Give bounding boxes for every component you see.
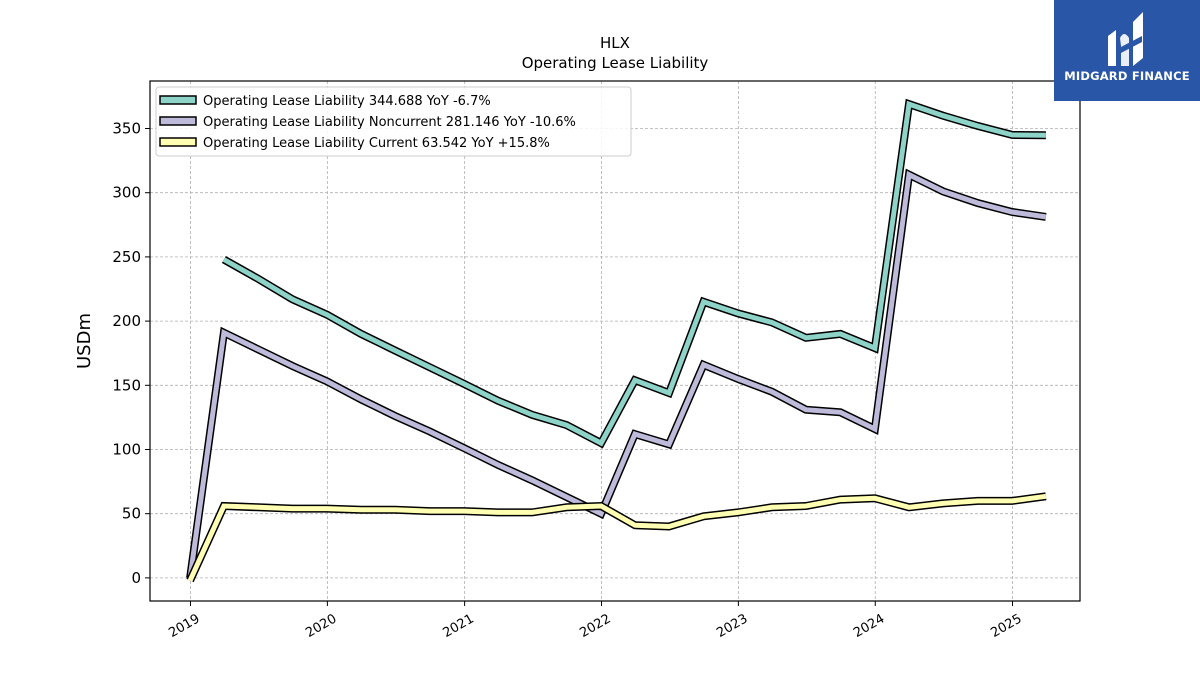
chart-title: HLX bbox=[600, 34, 630, 52]
series-line-1 bbox=[187, 170, 1047, 579]
x-tick-label: 2019 bbox=[166, 611, 202, 641]
legend-label: Operating Lease Liability Noncurrent 281… bbox=[203, 115, 576, 130]
y-tick-label: 200 bbox=[112, 312, 141, 330]
y-tick-label: 100 bbox=[112, 440, 141, 458]
midgard-logo-icon bbox=[1108, 12, 1143, 66]
legend-label: Operating Lease Liability 344.688 YoY -6… bbox=[203, 94, 491, 109]
y-tick-label: 300 bbox=[112, 184, 141, 202]
axes: 0 50 100 150 200 250 300 350 2019 2020 2021 2022 202… bbox=[112, 120, 1024, 642]
brand-logo: MIDGARD FINANCE bbox=[1054, 0, 1200, 101]
y-tick-label: 0 bbox=[131, 569, 141, 587]
series-line-0 bbox=[222, 100, 1046, 447]
x-tick-label: 2022 bbox=[577, 611, 613, 641]
legend-swatch bbox=[159, 116, 197, 126]
x-tick-label: 2020 bbox=[303, 611, 339, 641]
legend: Operating Lease Liability 344.688 YoY -6… bbox=[155, 86, 632, 157]
series-lines bbox=[186, 98, 1047, 583]
y-tick-label: 150 bbox=[112, 376, 141, 394]
y-axis-label: USDm bbox=[74, 313, 95, 369]
legend-swatch bbox=[159, 95, 197, 105]
legend-swatch bbox=[159, 137, 197, 147]
x-tick-label: 2024 bbox=[851, 611, 887, 641]
legend-label: Operating Lease Liability Current 63.542… bbox=[203, 136, 550, 151]
series-line-2 bbox=[187, 493, 1047, 582]
legend-box bbox=[155, 86, 632, 157]
y-tick-label: 50 bbox=[122, 505, 141, 523]
chart-subtitle: Operating Lease Liability bbox=[522, 54, 709, 72]
plot-frame bbox=[149, 80, 1081, 602]
y-tick-label: 350 bbox=[112, 120, 141, 138]
grid-lines bbox=[150, 81, 1080, 601]
y-tick-label: 250 bbox=[112, 248, 141, 266]
logo-text: MIDGARD FINANCE bbox=[1064, 69, 1190, 83]
x-tick-label: 2023 bbox=[714, 611, 750, 641]
x-tick-label: 2025 bbox=[988, 611, 1024, 641]
x-tick-label: 2021 bbox=[440, 611, 476, 641]
